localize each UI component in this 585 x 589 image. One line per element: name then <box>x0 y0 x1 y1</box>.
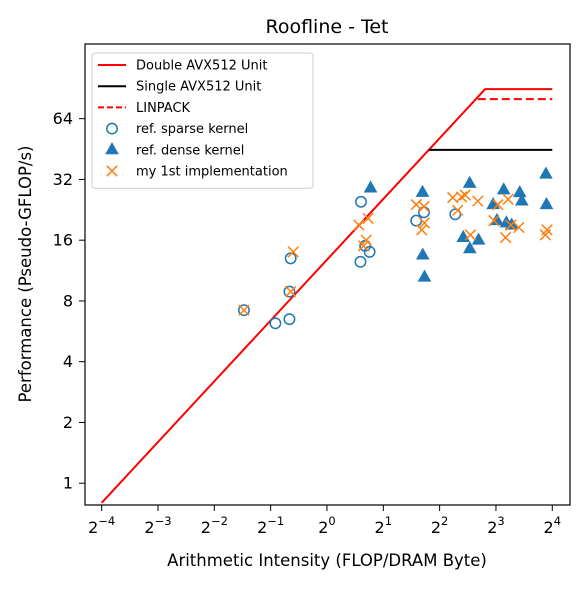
y-tick-label-2: 4 <box>63 352 73 371</box>
x-tick-label-0: 2−4 <box>88 514 115 537</box>
x-tick-label-1: 2−3 <box>144 514 171 537</box>
point-s2-11 <box>447 191 459 204</box>
point-s0-4 <box>284 252 297 265</box>
point-s0-2 <box>283 313 296 326</box>
chart-title: Roofline - Tet <box>265 16 388 38</box>
point-s2-24 <box>541 224 553 236</box>
legend-label-1: Single AVX512 Unit <box>136 80 261 95</box>
plot-frame <box>84 43 571 506</box>
point-s1-3 <box>417 269 432 282</box>
point-s2-16 <box>472 195 484 207</box>
point-s2-17 <box>488 214 500 227</box>
y-tick-label-6: 64 <box>53 109 73 128</box>
legend-entry-2: LINPACK <box>98 101 191 116</box>
point-s2-10 <box>418 217 431 229</box>
point-s1-6 <box>463 241 477 254</box>
legend-box <box>91 52 314 189</box>
point-s2-14 <box>459 189 471 201</box>
y-tick-label-4: 16 <box>53 231 73 250</box>
point-s2-13 <box>455 191 468 203</box>
y-tick-label-0: 1 <box>63 474 73 493</box>
legend-entry-1: Single AVX512 Unit <box>98 80 261 95</box>
legend-entry-3: ref. sparse kernel <box>106 122 248 137</box>
legend-label-3: ref. sparse kernel <box>136 122 248 137</box>
point-s2-19 <box>499 231 512 244</box>
point-s2-18 <box>492 198 504 211</box>
point-s1-15 <box>539 166 553 179</box>
legend-label-5: my 1st implementation <box>136 165 288 180</box>
point-s2-2 <box>287 246 299 258</box>
point-s0-5 <box>354 255 367 268</box>
x-axis-ticks: 2−4 2−3 2−2 2−1 20 21 22 23 24 <box>88 505 561 537</box>
legend-swatch-3 <box>106 122 118 135</box>
y-axis-label: Performance (Pseudo-GFLOP/s) <box>16 146 35 403</box>
y-axis-ticks: 1 2 4 8 16 32 64 <box>53 109 85 493</box>
point-s1-1 <box>415 184 430 197</box>
legend-label-2: LINPACK <box>136 101 191 116</box>
point-s2-4 <box>357 240 370 252</box>
point-s1-16 <box>539 197 554 210</box>
x-tick-label-4: 20 <box>318 514 336 537</box>
legend-swatch-5 <box>106 165 118 177</box>
point-s2-5 <box>360 234 372 246</box>
point-s0-3 <box>283 285 296 298</box>
point-s0-8 <box>363 245 376 258</box>
point-s2-20 <box>502 193 514 206</box>
point-s0-0 <box>238 304 250 317</box>
point-s1-13 <box>512 185 527 198</box>
point-s0-6 <box>355 195 367 208</box>
x-axis-label: Arithmetic Intensity (FLOP/DRAM Byte) <box>167 551 487 570</box>
legend-entry-0: Double AVX512 Unit <box>98 59 267 74</box>
y-tick-label-5: 32 <box>53 170 73 189</box>
point-s1-7 <box>471 232 486 245</box>
point-s2-22 <box>513 221 525 234</box>
data-points <box>238 166 554 330</box>
point-s2-8 <box>416 224 428 236</box>
point-s1-14 <box>515 193 529 206</box>
x-tick-label-2: 2−2 <box>201 514 228 537</box>
point-s2-21 <box>505 219 517 231</box>
point-s2-15 <box>464 229 477 241</box>
point-s1-9 <box>490 213 504 226</box>
legend-entry-5: my 1st implementation <box>106 165 288 180</box>
x-tick-label-7: 23 <box>487 514 505 537</box>
x-tick-label-3: 2−1 <box>257 514 284 537</box>
point-s2-0 <box>238 304 250 316</box>
y-tick-label-1: 2 <box>63 413 73 432</box>
x-tick-label-6: 22 <box>431 514 449 537</box>
point-s1-0 <box>363 180 378 193</box>
legend-label-4: ref. dense kernel <box>136 143 244 158</box>
point-s0-1 <box>269 317 282 330</box>
y-tick-label-3: 8 <box>63 291 73 310</box>
x-tick-label-5: 21 <box>375 514 393 537</box>
line-0 <box>100 88 553 504</box>
x-tick-label-8: 24 <box>544 514 562 537</box>
point-s2-6 <box>362 212 374 225</box>
legend-label-0: Double AVX512 Unit <box>136 59 267 74</box>
point-s1-5 <box>462 175 477 188</box>
legend-swatch-4 <box>105 142 119 155</box>
roofline-lines <box>100 88 553 504</box>
point-s2-1 <box>284 285 297 298</box>
point-s2-12 <box>452 204 464 217</box>
legend: Double AVX512 Unit Single AVX512 Unit LINP… <box>91 52 314 189</box>
point-s2-3 <box>353 219 365 231</box>
point-s0-11 <box>449 208 462 221</box>
legend-entry-4: ref. dense kernel <box>105 142 244 158</box>
point-s2-9 <box>418 200 430 213</box>
point-s1-2 <box>415 247 430 260</box>
